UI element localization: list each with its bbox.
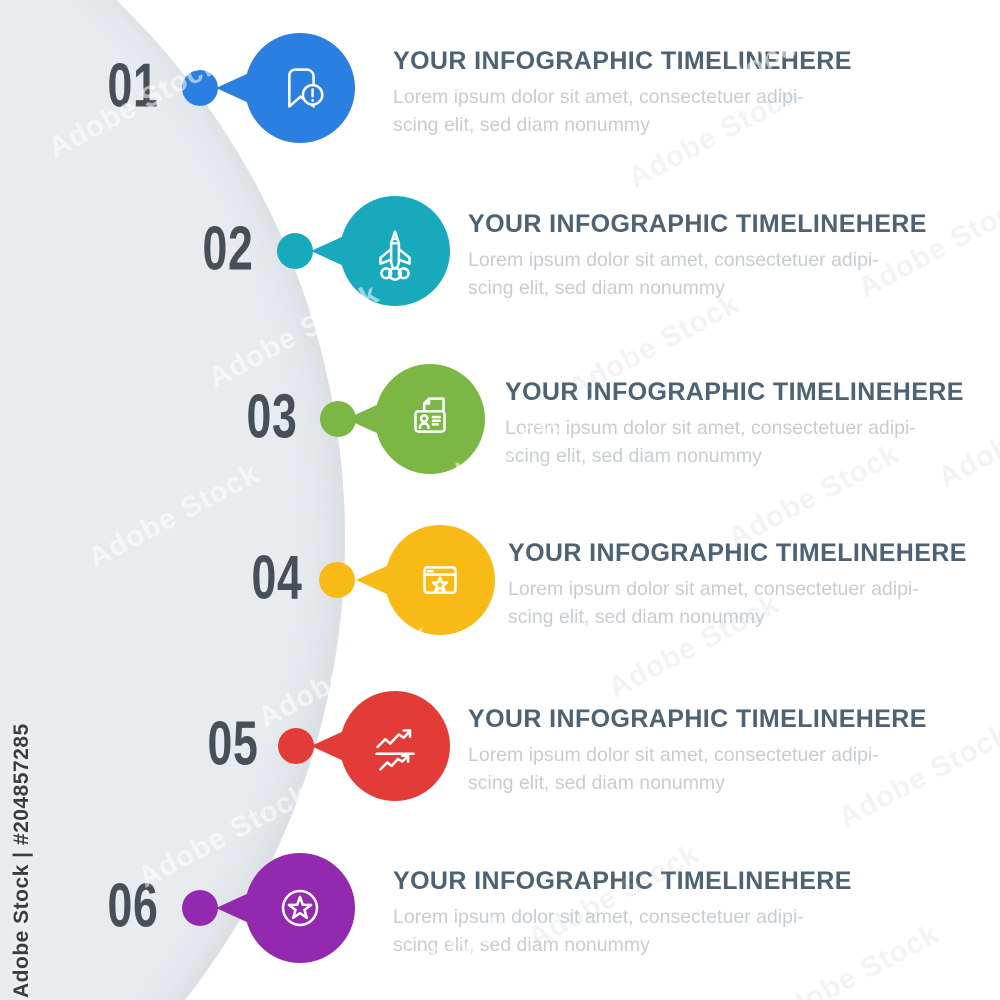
step-description: Lorem ipsum dolor sit amet, consectetuer… bbox=[505, 414, 965, 470]
icon-bubble bbox=[245, 33, 355, 143]
step-description-line1: Lorem ipsum dolor sit amet, consectetuer… bbox=[393, 86, 804, 108]
id-card-icon bbox=[414, 397, 446, 433]
step-description-line1: Lorem ipsum dolor sit amet, consectetuer… bbox=[468, 249, 879, 271]
icon-bubble bbox=[375, 364, 485, 474]
step-text-block: YOUR INFOGRAPHIC TIMELINEHERE Lorem ipsu… bbox=[468, 705, 928, 797]
step-number: 01 bbox=[107, 51, 159, 121]
step-description: Lorem ipsum dolor sit amet, consectetuer… bbox=[393, 83, 853, 139]
icon-bubble bbox=[340, 196, 450, 306]
step-text-block: YOUR INFOGRAPHIC TIMELINEHERE Lorem ipsu… bbox=[393, 47, 853, 139]
step-description-line1: Lorem ipsum dolor sit amet, consectetuer… bbox=[508, 578, 919, 600]
step-text-block: YOUR INFOGRAPHIC TIMELINEHERE Lorem ipsu… bbox=[505, 378, 965, 470]
bookmark-alert-icon bbox=[288, 68, 324, 108]
trending-arrows-icon bbox=[375, 729, 415, 771]
step-title: YOUR INFOGRAPHIC TIMELINEHERE bbox=[468, 705, 927, 733]
step-description: Lorem ipsum dolor sit amet, consectetuer… bbox=[393, 903, 853, 959]
timeline-dot bbox=[278, 728, 314, 764]
step-title: YOUR INFOGRAPHIC TIMELINEHERE bbox=[505, 378, 964, 406]
step-number: 02 bbox=[202, 214, 254, 284]
step-description-line1: Lorem ipsum dolor sit amet, consectetuer… bbox=[468, 744, 879, 766]
step-description-line2: scing elit, sed diam nonummy bbox=[468, 277, 725, 299]
step-title: YOUR INFOGRAPHIC TIMELINEHERE bbox=[508, 539, 967, 567]
step-title: YOUR INFOGRAPHIC TIMELINEHERE bbox=[468, 210, 927, 238]
step-description-line1: Lorem ipsum dolor sit amet, consectetuer… bbox=[505, 417, 916, 439]
step-description-line2: scing elit, sed diam nonummy bbox=[393, 114, 650, 136]
step-title: YOUR INFOGRAPHIC TIMELINEHERE bbox=[393, 867, 852, 895]
timeline-dot bbox=[182, 890, 218, 926]
step-description: Lorem ipsum dolor sit amet, consectetuer… bbox=[468, 246, 928, 302]
step-description-line2: scing elit, sed diam nonummy bbox=[468, 772, 725, 794]
step-description-line2: scing elit, sed diam nonummy bbox=[508, 606, 765, 628]
step-description: Lorem ipsum dolor sit amet, consectetuer… bbox=[508, 575, 968, 631]
step-title: YOUR INFOGRAPHIC TIMELINEHERE bbox=[393, 47, 852, 75]
star-badge-icon bbox=[281, 889, 319, 927]
step-number: 06 bbox=[107, 871, 159, 941]
step-number: 05 bbox=[207, 709, 259, 779]
step-description-line1: Lorem ipsum dolor sit amet, consectetuer… bbox=[393, 906, 804, 928]
step-text-block: YOUR INFOGRAPHIC TIMELINEHERE Lorem ipsu… bbox=[393, 867, 853, 959]
timeline-dot bbox=[182, 70, 218, 106]
rocket-icon bbox=[379, 230, 411, 281]
step-text-block: YOUR INFOGRAPHIC TIMELINEHERE Lorem ipsu… bbox=[508, 539, 968, 631]
step-description-line2: scing elit, sed diam nonummy bbox=[505, 445, 762, 467]
timeline-dot bbox=[319, 562, 355, 598]
icon-bubble bbox=[245, 853, 355, 963]
step-description: Lorem ipsum dolor sit amet, consectetuer… bbox=[468, 741, 928, 797]
browser-star-icon bbox=[423, 566, 457, 594]
step-number: 03 bbox=[246, 382, 298, 452]
background-circle-main bbox=[0, 0, 345, 1000]
icon-bubble bbox=[385, 525, 495, 635]
timeline-dot bbox=[277, 233, 313, 269]
step-description-line2: scing elit, sed diam nonummy bbox=[393, 934, 650, 956]
step-number: 04 bbox=[251, 543, 303, 613]
icon-bubble bbox=[340, 691, 450, 801]
step-text-block: YOUR INFOGRAPHIC TIMELINEHERE Lorem ipsu… bbox=[468, 210, 928, 302]
